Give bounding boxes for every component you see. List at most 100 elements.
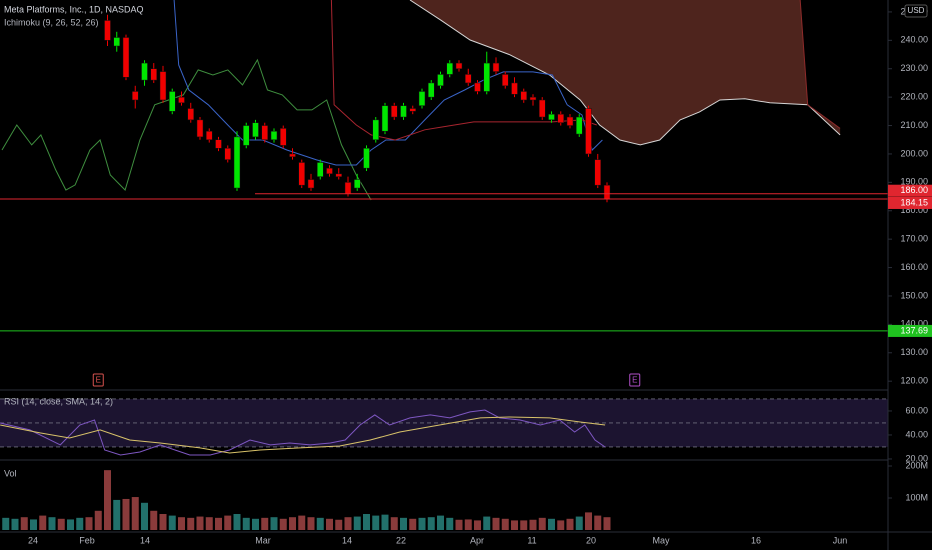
ichimoku-line bbox=[799, 0, 841, 129]
x-tick-label: Apr bbox=[470, 535, 484, 545]
candle-body bbox=[391, 105, 398, 118]
volume-bar bbox=[279, 518, 287, 530]
y-tick-label: 150.00 bbox=[900, 290, 928, 300]
candle-body bbox=[104, 20, 111, 41]
x-tick-label: 14 bbox=[342, 535, 352, 545]
candle-body bbox=[603, 184, 611, 200]
candle-body bbox=[169, 91, 176, 112]
y-tick-label: 20.00 bbox=[905, 453, 928, 463]
volume-bar bbox=[464, 519, 472, 530]
candle-body bbox=[483, 62, 490, 92]
volume-bar bbox=[335, 519, 343, 530]
rsi-line bbox=[0, 409, 606, 456]
candle-body bbox=[187, 108, 194, 121]
candle-body bbox=[428, 82, 435, 98]
volume-bar bbox=[603, 517, 611, 530]
candle-body bbox=[132, 91, 139, 101]
candle-body bbox=[298, 162, 305, 186]
volume-bar bbox=[492, 517, 500, 530]
rsi-title: RSI (14, close, SMA, 14, 2) bbox=[4, 396, 113, 406]
volume-bar bbox=[104, 470, 111, 530]
y-tick-label: 200.00 bbox=[900, 148, 928, 158]
volume-bar bbox=[427, 517, 435, 530]
candle-body bbox=[455, 62, 463, 69]
volume-bar bbox=[48, 517, 56, 530]
candle-body bbox=[261, 125, 268, 140]
x-tick-label: 22 bbox=[396, 535, 406, 545]
price-badge-label: 186.00 bbox=[900, 185, 928, 195]
volume-bar bbox=[159, 514, 167, 530]
y-tick-label: 230.00 bbox=[900, 63, 928, 73]
volume-bar bbox=[390, 517, 398, 530]
price-badge-label: 184.15 bbox=[900, 197, 928, 207]
x-tick-label: Jun bbox=[833, 535, 848, 545]
x-tick-label: 24 bbox=[28, 535, 38, 545]
volume-bar bbox=[30, 519, 37, 530]
volume-bar bbox=[344, 517, 352, 530]
volume-bar bbox=[307, 517, 315, 530]
candle-body bbox=[215, 139, 222, 149]
candle-body bbox=[474, 82, 481, 92]
y-tick-label: 120.00 bbox=[900, 376, 928, 386]
volume-bar bbox=[20, 517, 28, 530]
candle-body bbox=[594, 159, 601, 186]
candle-body bbox=[233, 136, 241, 189]
volume-bar bbox=[326, 518, 333, 530]
candle-body bbox=[437, 74, 444, 87]
candle-body bbox=[150, 68, 157, 81]
volume-bar bbox=[585, 512, 592, 530]
x-tick-label: 11 bbox=[527, 535, 536, 545]
volume-bar bbox=[168, 515, 176, 530]
volume-bar bbox=[94, 510, 102, 530]
candle-body bbox=[520, 91, 527, 101]
volume-bar bbox=[270, 517, 278, 530]
volume-pane bbox=[2, 470, 611, 530]
volume-bar bbox=[196, 516, 204, 530]
candle-body bbox=[270, 130, 278, 140]
y-tick-label: 180.00 bbox=[900, 205, 928, 215]
axes: 250.00240.00230.00220.00210.00200.00190.… bbox=[28, 4, 932, 545]
candle-body bbox=[178, 96, 185, 104]
volume-bar bbox=[289, 517, 296, 530]
volume-bar bbox=[511, 520, 518, 530]
volume-bar bbox=[400, 517, 407, 530]
volume-title: Vol bbox=[4, 468, 17, 478]
candle-body bbox=[372, 119, 379, 140]
y-tick-label: 60.00 bbox=[905, 405, 928, 415]
candle-body bbox=[344, 182, 352, 194]
volume-bar bbox=[353, 516, 361, 530]
y-tick-label: 220.00 bbox=[900, 92, 928, 102]
currency-badge bbox=[904, 4, 928, 18]
ichimoku-cloud bbox=[409, 0, 841, 145]
candle-body bbox=[317, 162, 324, 177]
candle-body bbox=[539, 99, 546, 118]
volume-bar bbox=[233, 514, 241, 530]
y-tick-label: 130.00 bbox=[900, 347, 928, 357]
volume-bar bbox=[483, 516, 491, 530]
candle-body bbox=[159, 71, 167, 101]
candle-body bbox=[585, 108, 592, 155]
candle-body bbox=[557, 113, 564, 123]
volume-bar bbox=[372, 515, 380, 530]
volume-bar bbox=[520, 520, 528, 530]
volume-bar bbox=[594, 515, 602, 530]
y-tick-label: 160.00 bbox=[900, 262, 928, 272]
volume-bar bbox=[131, 497, 139, 530]
volume-bar bbox=[566, 518, 574, 530]
y-tick-label: 210.00 bbox=[900, 120, 928, 130]
candle-body bbox=[511, 82, 518, 95]
candle-body bbox=[446, 62, 453, 75]
candle-body bbox=[409, 108, 416, 112]
volume-bar bbox=[409, 518, 417, 530]
indicator-title: Ichimoku (9, 26, 52, 26) bbox=[4, 17, 99, 27]
x-tick-label: 16 bbox=[751, 535, 761, 545]
volume-bar bbox=[575, 516, 583, 530]
ichimoku-line bbox=[173, 0, 603, 166]
volume-bar bbox=[418, 517, 426, 530]
rsi-pane bbox=[0, 398, 888, 456]
volume-bar bbox=[446, 517, 454, 530]
volume-bar bbox=[178, 517, 185, 530]
volume-bar bbox=[2, 517, 10, 530]
volume-bar bbox=[529, 519, 537, 530]
